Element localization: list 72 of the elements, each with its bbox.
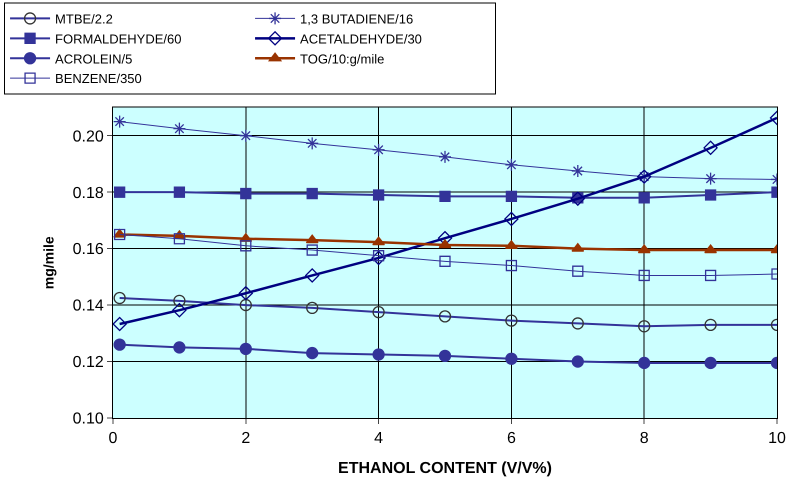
point (371, 250, 386, 266)
point (239, 129, 252, 142)
point (638, 356, 650, 370)
point (114, 186, 126, 198)
point (504, 158, 518, 172)
point (174, 233, 186, 244)
x-tick-label: 4 (374, 430, 384, 448)
point (638, 192, 650, 204)
point (704, 244, 718, 254)
point (438, 239, 452, 248)
x-axis-title: ETHANOL CONTENT (V/V%) (338, 460, 552, 477)
legend-label: MTBE/2.2 (55, 12, 113, 26)
point (372, 236, 386, 246)
point (306, 188, 318, 200)
point (306, 136, 319, 150)
y-tick-label: 0.16 (72, 241, 104, 258)
point (506, 260, 518, 272)
point (570, 192, 585, 206)
point (173, 341, 186, 354)
y-tick-label: 0.20 (72, 128, 104, 146)
point (439, 256, 451, 267)
point (306, 244, 318, 256)
point (240, 240, 252, 252)
point (305, 268, 320, 283)
point (372, 143, 386, 156)
x-tick-label: 2 (241, 430, 250, 448)
point (439, 190, 451, 202)
legend-label: BENZENE/350 (55, 71, 142, 86)
y-tick-label: 0.14 (72, 298, 104, 315)
point (704, 189, 716, 201)
x-tick-label: 6 (506, 430, 516, 448)
y-tick-label: 0.12 (72, 354, 104, 372)
legend-label: ACROLEIN/5 (55, 51, 132, 66)
point (114, 228, 126, 240)
point (703, 140, 718, 155)
point (174, 186, 186, 198)
point (240, 188, 252, 200)
point (571, 164, 584, 178)
point (505, 352, 518, 365)
y-tick-label: 0.10 (72, 410, 104, 428)
point (372, 250, 384, 262)
point (704, 270, 716, 282)
point (372, 348, 385, 361)
legend-label: TOG/10:g/mile (300, 51, 384, 66)
point (638, 270, 650, 282)
x-tick-label: 10 (768, 430, 786, 448)
point (172, 122, 186, 136)
point (238, 286, 253, 300)
point (172, 303, 187, 318)
point (704, 172, 718, 186)
point (113, 338, 126, 351)
point (113, 316, 127, 332)
point (438, 150, 452, 164)
x-tick-label: 0 (108, 430, 118, 448)
legend-label: ACETALDEHYDE/30 (300, 31, 422, 46)
legend-label: FORMALDEHYDE/60 (55, 31, 182, 46)
point (240, 342, 252, 355)
point (571, 242, 584, 252)
y-axis-title: mg/mile (40, 236, 56, 290)
point (306, 346, 318, 360)
x-tick-label: 8 (640, 430, 649, 448)
point (704, 356, 717, 370)
point (506, 190, 518, 202)
legend-label: 1,3 BUTADIENE/16 (300, 12, 414, 26)
point (438, 350, 452, 362)
y-tick-label: 0.18 (72, 184, 104, 202)
point (113, 114, 126, 128)
point (504, 212, 519, 226)
point (572, 355, 584, 368)
point (372, 189, 384, 201)
point (572, 266, 584, 277)
point (638, 244, 651, 254)
